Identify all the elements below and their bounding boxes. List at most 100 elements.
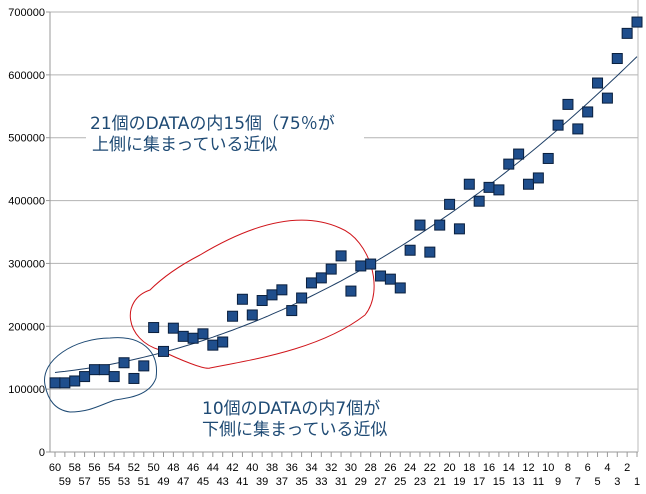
- annotation-lower-line-1: 10個のDATAの内7個が: [202, 399, 380, 419]
- data-point-22: [424, 246, 436, 258]
- x-tick-label: 12: [522, 462, 534, 474]
- data-point-43: [217, 336, 229, 348]
- data-point-42: [227, 310, 239, 322]
- data-point-6: [582, 106, 594, 118]
- data-point-49: [158, 345, 170, 357]
- data-point-15: [493, 184, 505, 196]
- annotation-upper-line-1: 21個のDATAの内15個（75％が: [90, 114, 335, 134]
- x-tick-label: 30: [345, 462, 357, 474]
- x-tick-label: 59: [59, 476, 71, 488]
- x-tick-label: 56: [88, 462, 100, 474]
- data-point-13: [513, 148, 525, 160]
- y-tick-label: 200000: [8, 321, 45, 333]
- data-point-20: [444, 198, 456, 210]
- data-point-32: [325, 263, 337, 275]
- x-tick-label: 42: [226, 462, 238, 474]
- x-tick-label: 10: [542, 462, 554, 474]
- x-tick-label: 5: [594, 476, 600, 488]
- trendline: [54, 56, 638, 373]
- data-point-47: [177, 330, 189, 342]
- data-point-24: [404, 244, 416, 256]
- y-tick-label: 400000: [8, 196, 45, 208]
- x-tick-label: 21: [434, 476, 446, 488]
- data-point-16: [483, 181, 495, 193]
- x-tick-label: 45: [197, 476, 209, 488]
- data-point-46: [187, 332, 199, 344]
- x-tick-label: 55: [98, 476, 110, 488]
- x-tick-label: 27: [374, 476, 386, 488]
- x-tick-label: 14: [503, 462, 515, 474]
- data-point-19: [453, 223, 465, 235]
- data-point-9: [552, 119, 564, 131]
- x-tick-label: 9: [555, 476, 561, 488]
- data-point-11: [532, 172, 544, 184]
- x-tick-label: 24: [404, 462, 416, 474]
- y-tick-label: 300000: [8, 258, 45, 270]
- x-tick-label: 19: [453, 476, 465, 488]
- x-tick-label: 36: [286, 462, 298, 474]
- x-tick-label: 22: [424, 462, 436, 474]
- x-tick-label: 31: [335, 476, 347, 488]
- data-point-25: [394, 282, 406, 294]
- data-point-53: [118, 357, 130, 369]
- data-point-1: [631, 16, 643, 28]
- x-tick-label: 40: [246, 462, 258, 474]
- data-point-52: [128, 372, 140, 384]
- x-tick-label: 32: [325, 462, 337, 474]
- lower-group-ellipse: [44, 337, 157, 413]
- x-tick-label: 28: [365, 462, 377, 474]
- data-point-26: [384, 273, 396, 285]
- x-tick-label: 1: [634, 476, 640, 488]
- y-tick-label: 100000: [8, 384, 45, 396]
- x-tick-label: 43: [217, 476, 229, 488]
- data-point-59: [59, 377, 71, 389]
- x-tick-label: 3: [614, 476, 620, 488]
- y-tick-label: 500000: [8, 133, 45, 145]
- data-point-21: [434, 219, 446, 231]
- data-point-28: [365, 258, 377, 270]
- data-points: [49, 16, 643, 389]
- x-tick-label: 13: [513, 476, 525, 488]
- data-point-38: [266, 289, 278, 301]
- data-point-30: [345, 285, 357, 297]
- data-point-29: [355, 260, 367, 272]
- x-tick-label: 41: [236, 476, 248, 488]
- gridlines: [50, 11, 638, 390]
- data-point-23: [414, 219, 426, 231]
- x-tick-label: 54: [108, 462, 120, 474]
- data-point-18: [463, 178, 475, 190]
- x-axis-ticks: 6059585756555453525150494847464544434241…: [49, 452, 640, 488]
- x-tick-label: 48: [167, 462, 179, 474]
- x-tick-label: 37: [276, 476, 288, 488]
- x-tick-label: 33: [315, 476, 327, 488]
- data-point-37: [276, 284, 288, 296]
- y-tick-label: 700000: [8, 7, 45, 19]
- data-point-5: [592, 77, 604, 89]
- data-point-44: [207, 339, 219, 351]
- data-point-56: [88, 364, 100, 376]
- data-point-17: [473, 195, 485, 207]
- data-point-36: [286, 305, 298, 317]
- x-tick-label: 49: [157, 476, 169, 488]
- x-tick-label: 50: [148, 462, 160, 474]
- x-tick-label: 16: [483, 462, 495, 474]
- x-tick-label: 25: [394, 476, 406, 488]
- x-tick-label: 46: [187, 462, 199, 474]
- x-tick-label: 60: [49, 462, 61, 474]
- data-point-33: [315, 272, 327, 284]
- x-tick-label: 38: [266, 462, 278, 474]
- x-tick-label: 39: [256, 476, 268, 488]
- data-point-48: [167, 322, 179, 334]
- data-point-51: [138, 360, 150, 372]
- x-tick-label: 18: [463, 462, 475, 474]
- x-tick-label: 44: [207, 462, 219, 474]
- data-point-14: [503, 158, 515, 170]
- x-tick-label: 34: [305, 462, 317, 474]
- x-tick-label: 6: [585, 462, 591, 474]
- data-point-57: [79, 371, 91, 383]
- data-point-39: [256, 295, 268, 307]
- data-point-34: [305, 277, 317, 289]
- x-tick-label: 11: [533, 476, 544, 488]
- x-tick-label: 23: [414, 476, 426, 488]
- data-point-8: [562, 98, 574, 110]
